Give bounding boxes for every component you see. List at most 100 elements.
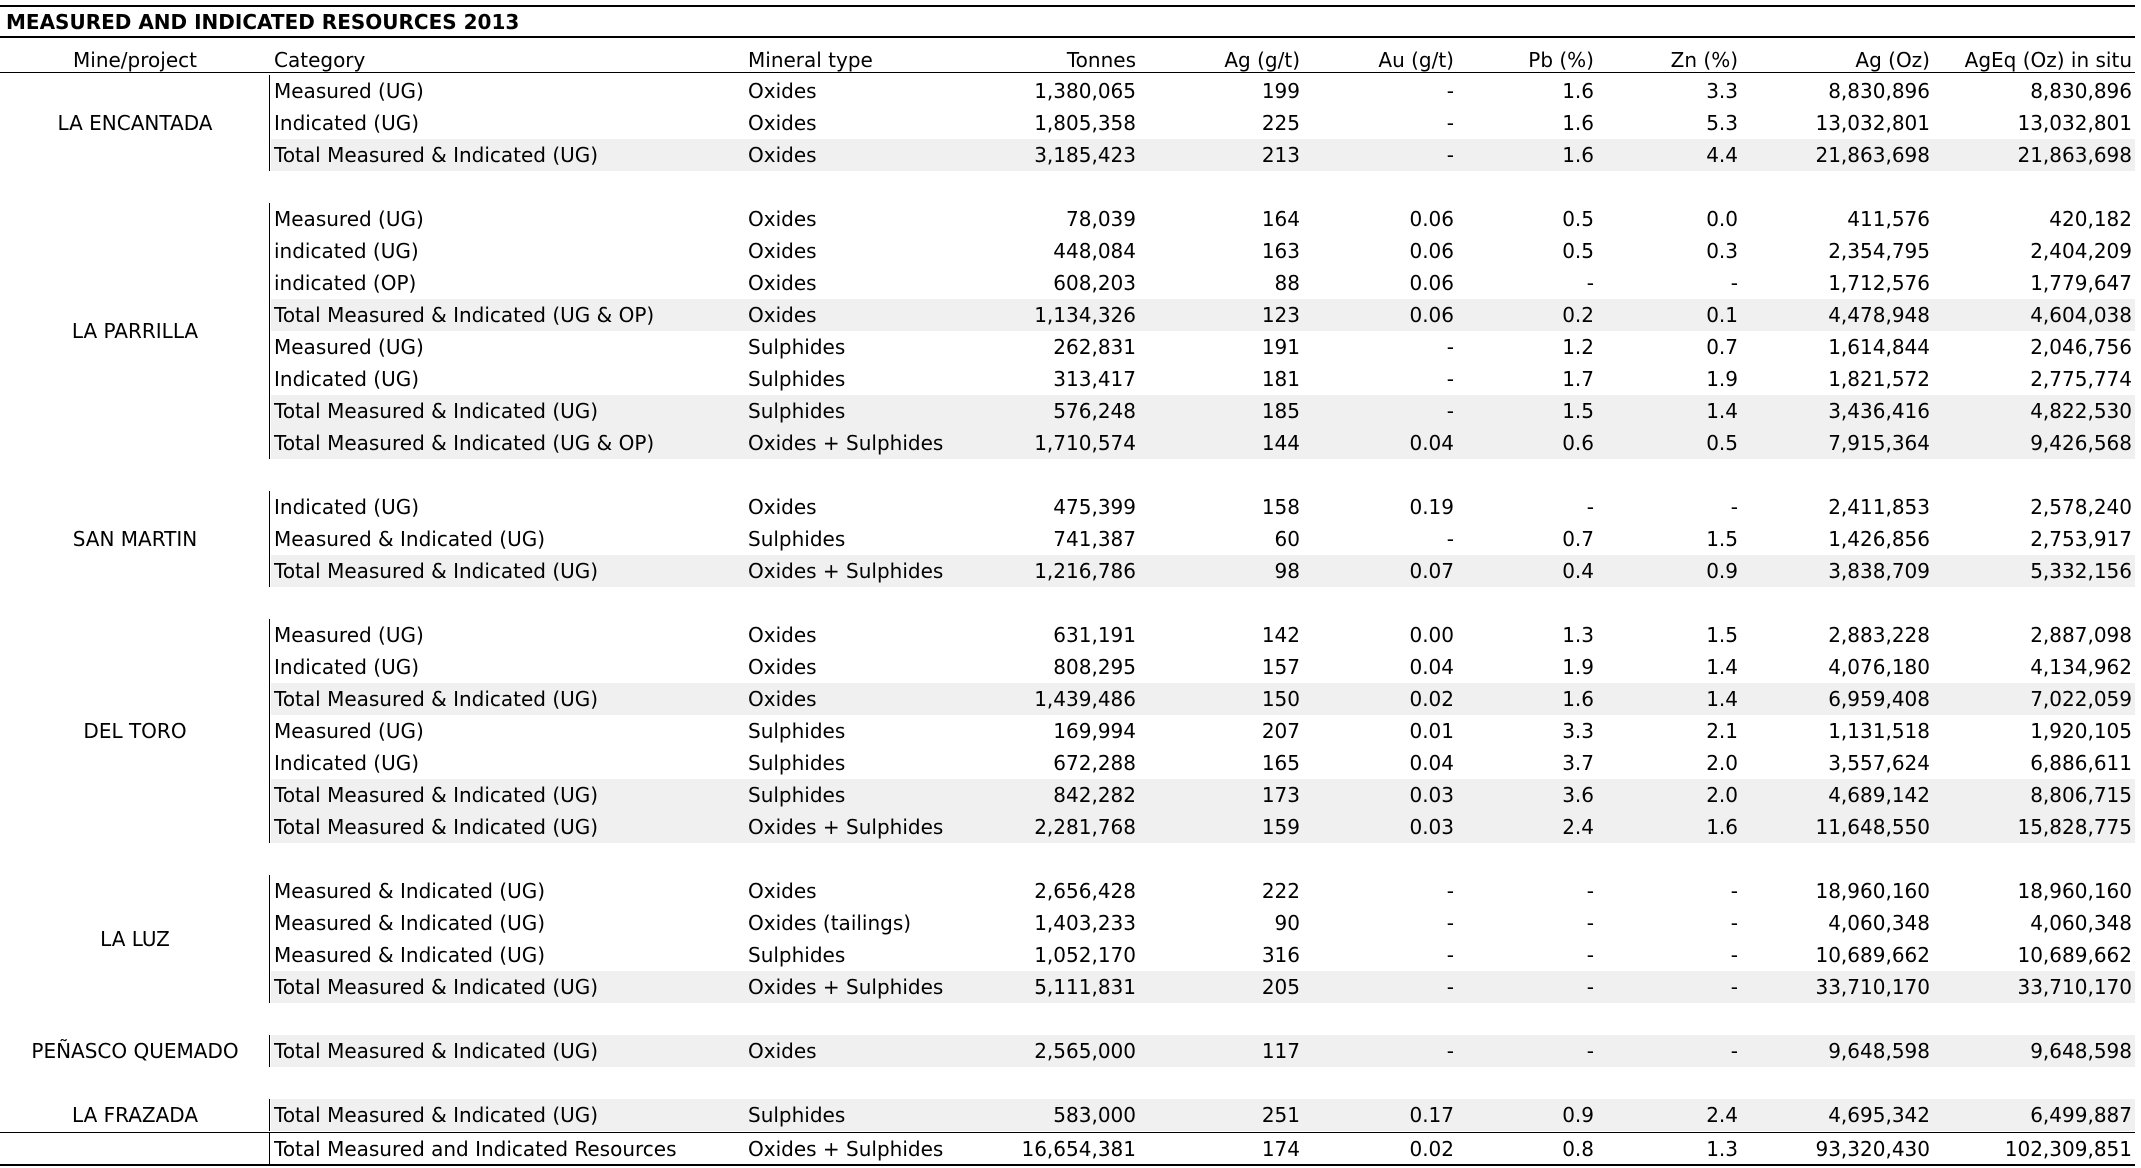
cell-au: -	[1446, 911, 1454, 935]
cell-tonnes: 169,994	[1053, 719, 1136, 743]
cell-mineral: Sulphides	[748, 719, 846, 743]
cell-au: -	[1446, 975, 1454, 999]
cell-ag: 158	[1261, 495, 1300, 519]
cell-pb: 1.6	[1562, 79, 1594, 103]
group-divider	[269, 1099, 270, 1131]
title-bottom-rule	[0, 36, 2135, 38]
cell-ageq: 2,887,098	[2030, 623, 2132, 647]
total-tonnes: 16,654,381	[1021, 1137, 1136, 1161]
cell-zn: 2.0	[1706, 783, 1738, 807]
table-row: Measured (UG) Oxides 1,380,065 199 - 1.6 3.3 8,…	[0, 75, 2141, 107]
cell-tonnes: 3,185,423	[1034, 143, 1136, 167]
cell-pb: -	[1586, 1039, 1594, 1063]
cell-mineral: Sulphides	[748, 783, 846, 807]
cell-pb: 0.9	[1562, 1103, 1594, 1127]
cell-zn: 1.4	[1706, 399, 1738, 423]
header-pb: Pb (%)	[1528, 48, 1594, 72]
cell-zn: 3.3	[1706, 79, 1738, 103]
cell-ag: 316	[1261, 943, 1300, 967]
cell-mineral: Oxides	[748, 207, 817, 231]
cell-au: -	[1446, 367, 1454, 391]
cell-ag: 222	[1261, 879, 1300, 903]
cell-agoz: 10,689,662	[1815, 943, 1930, 967]
cell-ag: 163	[1261, 239, 1300, 263]
cell-category: Total Measured & Indicated (UG)	[274, 1039, 599, 1063]
cell-category: Total Measured & Indicated (UG)	[274, 559, 599, 583]
cell-zn: 0.0	[1706, 207, 1738, 231]
cell-ageq: 13,032,801	[2017, 111, 2132, 135]
cell-agoz: 4,060,348	[1828, 911, 1930, 935]
cell-zn: 1.5	[1706, 527, 1738, 551]
cell-mineral: Sulphides	[748, 943, 846, 967]
cell-category: Measured (UG)	[274, 207, 424, 231]
cell-mineral: Sulphides	[748, 1103, 846, 1127]
cell-zn: -	[1730, 495, 1738, 519]
cell-agoz: 4,695,342	[1828, 1103, 1930, 1127]
cell-ag: 117	[1261, 1039, 1300, 1063]
cell-au: -	[1446, 143, 1454, 167]
cell-zn: 0.9	[1706, 559, 1738, 583]
cell-zn: 1.5	[1706, 623, 1738, 647]
cell-mineral: Sulphides	[748, 399, 846, 423]
cell-au: -	[1446, 399, 1454, 423]
cell-au: 0.06	[1409, 303, 1454, 327]
cell-category: Total Measured & Indicated (UG & OP)	[274, 303, 655, 327]
header-mine: Mine/project	[73, 48, 197, 72]
table-row: Measured (UG) Sulphides 169,994 207 0.01 3.3 2…	[0, 715, 2141, 747]
cell-ag: 191	[1261, 335, 1300, 359]
cell-ag: 142	[1261, 623, 1300, 647]
cell-ageq: 18,960,160	[2017, 879, 2132, 903]
cell-mineral: Oxides + Sulphides	[748, 815, 944, 839]
cell-ag: 207	[1261, 719, 1300, 743]
cell-agoz: 2,883,228	[1828, 623, 1930, 647]
cell-ag: 251	[1261, 1103, 1300, 1127]
cell-zn: 0.1	[1706, 303, 1738, 327]
mine-project-name: PEÑASCO QUEMADO	[31, 1039, 239, 1063]
row-shading	[271, 1035, 2135, 1067]
cell-category: Measured & Indicated (UG)	[274, 879, 546, 903]
table-row: Measured (UG) Oxides 78,039 164 0.06 0.5 0.0 41…	[0, 203, 2141, 235]
cell-pb: -	[1586, 271, 1594, 295]
cell-ageq: 6,886,611	[2030, 751, 2132, 775]
cell-mineral: Oxides	[748, 623, 817, 647]
cell-mineral: Oxides + Sulphides	[748, 431, 944, 455]
table-row: Measured & Indicated (UG) Oxides 2,656,428…	[0, 875, 2141, 907]
cell-category: Measured (UG)	[274, 623, 424, 647]
cell-agoz: 6,959,408	[1828, 687, 1930, 711]
cell-tonnes: 808,295	[1053, 655, 1136, 679]
cell-pb: 0.6	[1562, 431, 1594, 455]
cell-category: Measured (UG)	[274, 79, 424, 103]
cell-pb: -	[1586, 943, 1594, 967]
cell-pb: 1.3	[1562, 623, 1594, 647]
header-ag-oz: Ag (Oz)	[1855, 48, 1930, 72]
table-row: Indicated (UG) Oxides 1,805,358 225 - 1.6 5.3 1…	[0, 107, 2141, 139]
cell-pb: 1.6	[1562, 111, 1594, 135]
cell-agoz: 21,863,698	[1815, 143, 1930, 167]
cell-ageq: 5,332,156	[2030, 559, 2132, 583]
total-mineral: Oxides + Sulphides	[748, 1137, 944, 1161]
cell-ageq: 9,648,598	[2030, 1039, 2132, 1063]
total-zn: 1.3	[1706, 1137, 1738, 1161]
cell-tonnes: 475,399	[1053, 495, 1136, 519]
cell-category: Total Measured & Indicated (UG & OP)	[274, 431, 655, 455]
cell-mineral: Oxides	[748, 111, 817, 135]
group-divider	[269, 619, 270, 843]
cell-category: Total Measured & Indicated (UG)	[274, 143, 599, 167]
row-shading	[271, 971, 2135, 1003]
cell-zn: -	[1730, 1039, 1738, 1063]
cell-mineral: Sulphides	[748, 335, 846, 359]
header-row: Mine/project Category Mineral type Tonne…	[0, 44, 2141, 76]
group-divider	[269, 491, 270, 587]
total-category: Total Measured and Indicated Resources	[274, 1137, 677, 1161]
table-row: indicated (UG) Oxides 448,084 163 0.06 0.5 0.3…	[0, 235, 2141, 267]
table-row: Total Measured & Indicated (UG) Oxides 3,1…	[0, 139, 2141, 171]
cell-category: Indicated (UG)	[274, 367, 420, 391]
cell-zn: -	[1730, 943, 1738, 967]
header-ag: Ag (g/t)	[1224, 48, 1300, 72]
cell-zn: 2.1	[1706, 719, 1738, 743]
title-top-rule	[0, 5, 2135, 7]
cell-au: -	[1446, 879, 1454, 903]
cell-au: 0.17	[1409, 1103, 1454, 1127]
cell-agoz: 4,076,180	[1828, 655, 1930, 679]
cell-category: Total Measured & Indicated (UG)	[274, 975, 599, 999]
